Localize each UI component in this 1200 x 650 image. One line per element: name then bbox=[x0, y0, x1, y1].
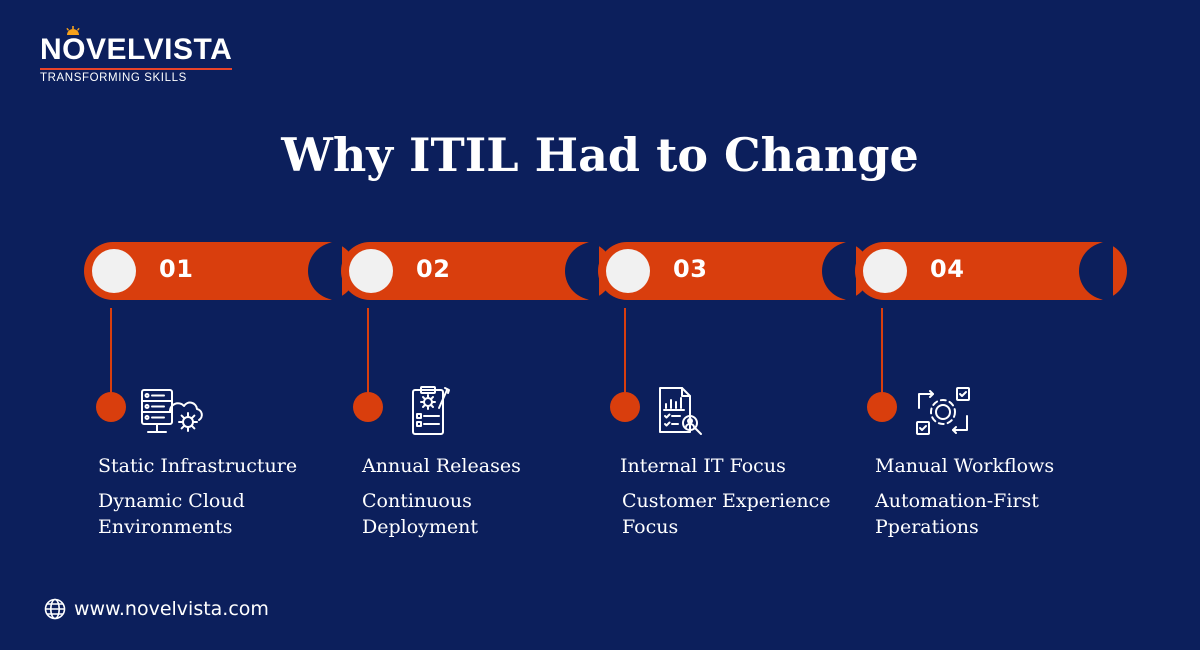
new-approach-label: Automation-First Pperations bbox=[875, 488, 1115, 540]
connector-dot bbox=[353, 392, 383, 422]
step-number: 03 bbox=[673, 255, 708, 283]
new-approach-label: Dynamic Cloud Environments bbox=[98, 488, 338, 540]
gear-clipboard-icon bbox=[412, 386, 450, 435]
step-pill: 01 bbox=[84, 242, 356, 300]
sun-icon bbox=[66, 26, 80, 35]
connector-line bbox=[110, 308, 112, 396]
new-approach-line-2: Focus bbox=[622, 516, 679, 538]
pill-notch bbox=[822, 242, 856, 300]
server-cloud-gear-icon bbox=[141, 389, 203, 433]
new-approach-line-2: Pperations bbox=[875, 516, 979, 538]
step-pill: 02 bbox=[341, 242, 613, 300]
step-2: 02 Annual Releases Continuous Deployment bbox=[341, 242, 613, 642]
new-approach-label: Continuous Deployment bbox=[362, 488, 602, 540]
connector-line bbox=[367, 308, 369, 396]
new-approach-label: Customer Experience Focus bbox=[622, 488, 862, 540]
website-link[interactable]: www.novelvista.com bbox=[74, 598, 269, 620]
old-approach-label: Static Infrastructure bbox=[98, 455, 298, 477]
page-title: Why ITIL Had to Change bbox=[281, 128, 919, 182]
brand-name: N OVELVISTA bbox=[40, 26, 240, 66]
old-approach-label: Manual Workflows bbox=[875, 455, 1055, 477]
footer: www.novelvista.com bbox=[44, 598, 269, 620]
connector-dot bbox=[867, 392, 897, 422]
report-magnifier-icon bbox=[659, 387, 702, 435]
connector-line bbox=[624, 308, 626, 396]
step-number: 01 bbox=[159, 255, 194, 283]
brand-name-suffix: VELVISTA bbox=[86, 33, 233, 66]
step-number: 04 bbox=[930, 255, 965, 283]
brand-name-prefix: N bbox=[40, 33, 63, 66]
brand-divider bbox=[40, 68, 232, 70]
step-3: 03 Internal IT Focus Customer Experience… bbox=[598, 242, 870, 642]
globe-icon bbox=[44, 598, 66, 620]
brand-tagline: TRANSFORMING SKILLS bbox=[40, 72, 187, 84]
new-approach-line-1: Continuous bbox=[362, 490, 472, 512]
brand-name-o: O bbox=[62, 26, 86, 66]
connector-dot bbox=[610, 392, 640, 422]
new-approach-line-1: Customer Experience bbox=[622, 490, 831, 512]
new-approach-line-2: Environments bbox=[98, 516, 233, 538]
new-approach-line-1: Dynamic Cloud bbox=[98, 490, 245, 512]
pill-notch bbox=[1079, 242, 1113, 300]
new-approach-line-1: Automation-First bbox=[875, 490, 1039, 512]
new-approach-line-2: Deployment bbox=[362, 516, 479, 538]
connector-line bbox=[881, 308, 883, 396]
step-pill: 03 bbox=[598, 242, 870, 300]
step-marker-circle bbox=[863, 249, 907, 293]
step-number: 02 bbox=[416, 255, 451, 283]
old-approach-label: Annual Releases bbox=[362, 455, 521, 477]
step-marker-circle bbox=[92, 249, 136, 293]
step-marker-circle bbox=[349, 249, 393, 293]
old-approach-label: Internal IT Focus bbox=[620, 455, 786, 477]
pill-notch bbox=[308, 242, 342, 300]
pill-notch bbox=[565, 242, 599, 300]
step-4: 04 Manual Workflows Automation-First Ppe… bbox=[855, 242, 1127, 642]
step-pill: 04 bbox=[855, 242, 1127, 300]
automation-gear-icon bbox=[916, 387, 970, 435]
brand-logo: N OVELVISTA TRANSFORMING SKILLS bbox=[40, 26, 240, 84]
step-1: 01 Static Infrastructure Dynamic Cloud E… bbox=[84, 242, 356, 642]
connector-dot bbox=[96, 392, 126, 422]
step-marker-circle bbox=[606, 249, 650, 293]
